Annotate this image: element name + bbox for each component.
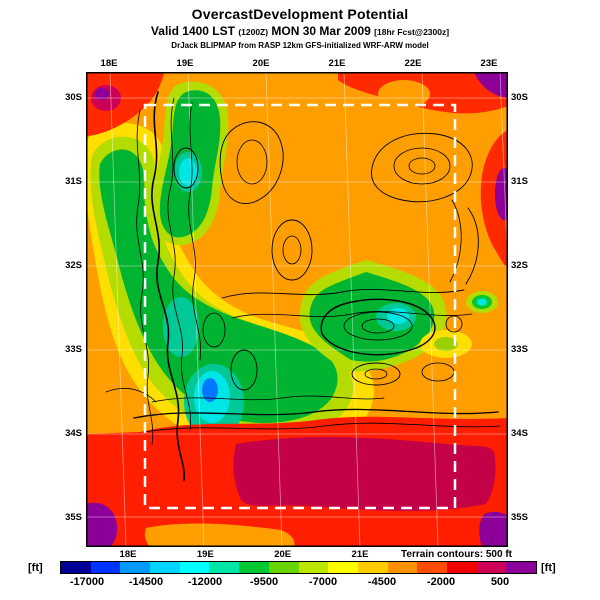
lat-labels-left: 30S 31S 32S 33S 34S 35S xyxy=(56,92,82,523)
colorbar-tick: -9500 xyxy=(249,576,279,588)
valid-line: Valid 1400 LST (1200Z) MON 30 Mar 2009 [… xyxy=(0,24,600,38)
lon-label: 21E xyxy=(328,58,346,69)
potential-field xyxy=(84,72,513,547)
colorbar-segment xyxy=(506,562,536,573)
lat-label: 35S xyxy=(511,512,528,523)
colorbar-segment xyxy=(90,562,121,573)
lat-label: 34S xyxy=(511,428,528,439)
colorbar-segment xyxy=(417,562,447,573)
map-graphic xyxy=(84,71,513,548)
colorbar-segment xyxy=(298,562,329,573)
colorbar-tick: -7000 xyxy=(308,576,338,588)
colorbar-segment xyxy=(61,562,91,573)
lat-label: 30S xyxy=(65,92,82,103)
lat-label: 32S xyxy=(65,260,82,271)
colorbar-segment xyxy=(150,562,180,573)
lat-label: 33S xyxy=(511,344,528,355)
lat-label: 32S xyxy=(511,260,528,271)
colorbar-tick: -14500 xyxy=(128,576,164,588)
terrain-note: Terrain contours: 500 ft xyxy=(401,549,512,560)
colorbar-segment xyxy=(476,562,507,573)
lon-labels-top: 18E 19E 20E 21E 22E 23E xyxy=(98,58,500,69)
lon-label: 19E xyxy=(196,549,214,560)
colorbar-segment xyxy=(268,562,299,573)
valid-prefix: Valid 1400 LST xyxy=(150,24,235,38)
graticule xyxy=(86,71,509,548)
lon-labels-bottom: 18E 19E 20E 21E xyxy=(117,549,371,560)
lon-label: 22E xyxy=(404,58,422,69)
colorbar-tick: 500 xyxy=(490,576,510,588)
colorbar-unit-right: [ft] xyxy=(541,562,556,574)
colorbar-segment xyxy=(328,562,358,573)
lon-label: 18E xyxy=(100,58,118,69)
lat-label: 31S xyxy=(511,176,528,187)
colorbar-segment xyxy=(357,562,388,573)
colorbar-segment xyxy=(209,562,240,573)
model-line: DrJack BLIPMAP from RASP 12km GFS-initia… xyxy=(171,41,429,50)
colorbar-segment xyxy=(179,562,210,573)
lon-label: 20E xyxy=(252,58,270,69)
lat-label: 35S xyxy=(65,512,82,523)
colorbar-segment xyxy=(120,562,151,573)
valid-fcst: [18hr Fcst@2300z] xyxy=(374,27,450,37)
lat-label: 34S xyxy=(65,428,82,439)
terrain-contours xyxy=(105,91,501,481)
lon-label: 21E xyxy=(351,549,369,560)
domain-outline xyxy=(143,103,457,510)
map-border xyxy=(86,72,508,547)
valid-date: MON 30 Mar 2009 xyxy=(271,24,371,38)
lat-label: 30S xyxy=(511,92,528,103)
valid-zulu: (1200Z) xyxy=(238,27,269,37)
colorbar-tick-labels: -17000 -14500 -12000 -9500 -7000 -4500 -2000 50… xyxy=(62,576,525,588)
colorbar-unit-left: [ft] xyxy=(28,562,43,574)
colorbar-segment xyxy=(446,562,477,573)
lat-label: 33S xyxy=(65,344,82,355)
lon-label: 18E xyxy=(119,549,137,560)
lon-label: 23E xyxy=(480,58,498,69)
lon-label: 19E xyxy=(176,58,194,69)
lat-label: 31S xyxy=(65,176,82,187)
lon-label: 20E xyxy=(274,549,292,560)
colorbar-tick: -4500 xyxy=(367,576,397,588)
colorbar-segment xyxy=(387,562,418,573)
colorbar-tick: -17000 xyxy=(69,576,105,588)
colorbar xyxy=(60,561,537,574)
colorbar-tick: -12000 xyxy=(187,576,223,588)
page-title: OvercastDevelopment Potential xyxy=(191,6,409,22)
colorbar-segment xyxy=(239,562,269,573)
lat-labels-right: 30S 31S 32S 33S 34S 35S xyxy=(511,92,537,523)
forecast-map xyxy=(84,71,513,548)
colorbar-tick: -2000 xyxy=(426,576,456,588)
